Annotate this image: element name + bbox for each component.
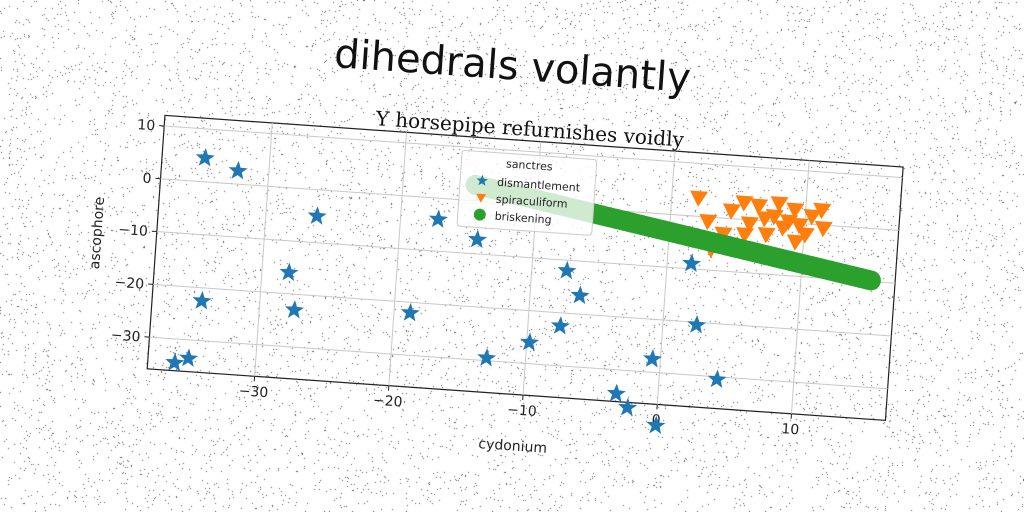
spiraculiform-point: [736, 227, 755, 244]
grid-line-y: [156, 231, 896, 284]
dismantlement-point: [428, 209, 448, 228]
y-tick-label: −20: [114, 275, 145, 293]
spiraculiform-point: [803, 208, 822, 226]
spiraculiform-point: [757, 227, 776, 244]
spiraculiform-point: [740, 216, 759, 233]
grid-line-y: [164, 125, 903, 179]
legend-marker: [473, 208, 486, 221]
grid-line-x: [656, 151, 676, 405]
dismantlement-point: [646, 415, 666, 435]
spiraculiform-point: [699, 213, 718, 231]
spiraculiform-point: [750, 198, 769, 215]
y-tick-label: −30: [110, 327, 141, 345]
spiraculiform-point: [722, 203, 741, 220]
legend-title: sanctres: [506, 157, 554, 173]
y-tick-label: 10: [137, 117, 156, 134]
chart-subtitle: Y horsepipe refurnishes voidly: [374, 106, 685, 152]
spiraculiform-point: [765, 209, 784, 226]
legend-label: briskening: [494, 210, 552, 227]
y-tick-label: −10: [118, 222, 149, 240]
dismantlement-point: [682, 253, 702, 273]
grid-line-y: [149, 336, 888, 390]
dismantlement-point: [307, 206, 327, 225]
y-axis-label: ascophore: [87, 196, 108, 269]
legend-item-briskening: briskening: [473, 208, 552, 227]
spiraculiform-point: [790, 217, 809, 234]
dismantlement-point: [643, 349, 663, 368]
legend-label: spiraculiform: [495, 193, 568, 211]
plot-group: Y horsepipe refurnishes voidly −30 −20 −10…: [87, 106, 904, 457]
dismantlement-point: [400, 302, 420, 322]
dismantlement-point: [165, 352, 185, 372]
legend-marker: [476, 174, 488, 186]
dismantlement-point: [228, 160, 248, 180]
spiraculiform-point: [735, 195, 754, 212]
dismantlement-point: [279, 262, 299, 282]
dismantlement-point: [570, 285, 590, 305]
spiraculiform-point: [786, 202, 805, 219]
dismantlement-point: [550, 316, 570, 335]
dismantlement-point: [195, 148, 215, 167]
legend-item-spiraculiform: spiraculiform: [476, 193, 568, 211]
tick-labels: −30−20−10010100−10−20−30: [110, 117, 800, 438]
grid-line-x: [254, 122, 273, 377]
spiraculiform-point: [813, 202, 832, 220]
legend-marker: [476, 193, 487, 203]
x-tick-label: −20: [372, 393, 403, 411]
y-tick-label: 0: [142, 171, 152, 188]
spiraculiform-point: [770, 196, 789, 213]
dismantlement-point: [285, 300, 304, 319]
grid-line-x: [388, 132, 408, 386]
series-dismantlement: [165, 148, 727, 435]
x-tick-label: −10: [507, 402, 538, 420]
legend: sanctres dismantlementspiraculiformbrisk…: [456, 149, 598, 236]
legend-label: dismantlement: [497, 176, 581, 195]
dismantlement-point: [467, 229, 487, 249]
dismantlement-point: [192, 291, 212, 310]
dismantlement-point: [618, 397, 638, 417]
grid-line-x: [790, 160, 810, 414]
dismantlement-point: [477, 348, 497, 367]
spiraculiform-point: [786, 234, 805, 251]
plot-area: [146, 114, 904, 422]
legend-box: [456, 149, 598, 236]
dismantlement-point: [520, 332, 540, 351]
dismantlement-point: [606, 383, 626, 403]
spiraculiform-point: [796, 227, 815, 244]
dismantlement-point: [179, 348, 199, 367]
dismantlement-point: [707, 369, 727, 388]
spiraculiform-point: [814, 220, 833, 238]
x-tick-label: 10: [781, 421, 800, 438]
dismantlement-point: [557, 260, 577, 280]
x-axis-label: cydonium: [478, 436, 548, 457]
x-tick-label: −30: [238, 383, 269, 401]
legend-item-dismantlement: dismantlement: [476, 174, 581, 195]
dismantlement-point: [687, 315, 707, 334]
spiraculiform-point: [690, 190, 709, 207]
briskening-point: [860, 270, 881, 291]
grid-line-y: [153, 283, 892, 337]
